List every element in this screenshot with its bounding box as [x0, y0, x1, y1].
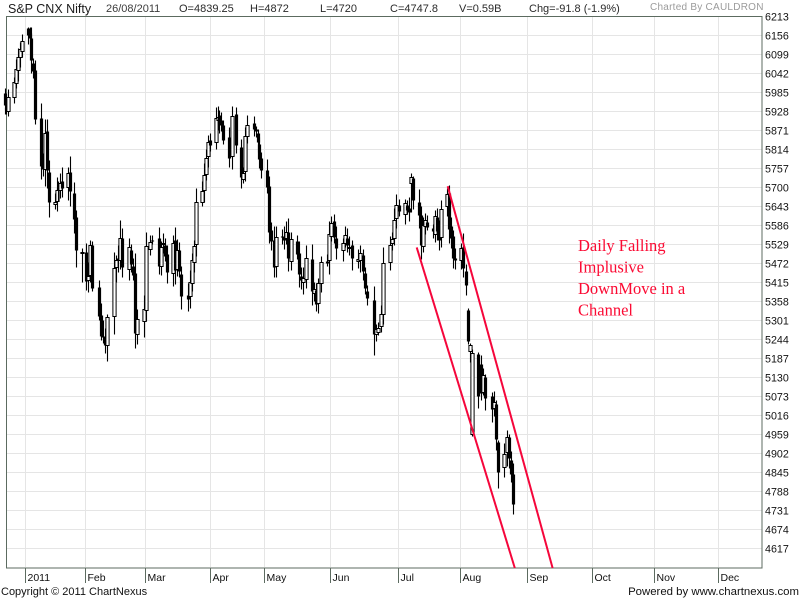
svg-text:Jul: Jul — [401, 572, 414, 584]
svg-text:6042: 6042 — [765, 69, 789, 81]
svg-text:5757: 5757 — [765, 164, 789, 176]
svg-text:4788: 4788 — [765, 487, 789, 499]
svg-text:2011: 2011 — [28, 572, 51, 584]
svg-text:Apr: Apr — [213, 572, 230, 584]
svg-text:5301: 5301 — [765, 316, 789, 328]
svg-text:5073: 5073 — [765, 392, 789, 404]
svg-text:May: May — [267, 572, 288, 584]
svg-text:5187: 5187 — [765, 354, 789, 366]
svg-text:Dec: Dec — [721, 572, 740, 584]
svg-text:6213: 6213 — [765, 12, 789, 24]
svg-text:4902: 4902 — [765, 449, 789, 461]
svg-text:Mar: Mar — [148, 572, 167, 584]
svg-text:4674: 4674 — [765, 525, 789, 537]
svg-text:4731: 4731 — [765, 506, 789, 518]
svg-text:6099: 6099 — [765, 50, 789, 62]
svg-text:6156: 6156 — [765, 31, 789, 43]
svg-text:5472: 5472 — [765, 259, 789, 271]
svg-text:DownMove in a: DownMove in a — [578, 279, 686, 298]
svg-text:5586: 5586 — [765, 221, 789, 233]
svg-text:5415: 5415 — [765, 278, 789, 290]
svg-text:5814: 5814 — [765, 145, 789, 157]
svg-text:5130: 5130 — [765, 373, 789, 385]
svg-text:5643: 5643 — [765, 202, 789, 214]
svg-text:Nov: Nov — [657, 572, 676, 584]
svg-text:5244: 5244 — [765, 335, 789, 347]
svg-text:5985: 5985 — [765, 88, 789, 100]
svg-text:5358: 5358 — [765, 297, 789, 309]
svg-text:5016: 5016 — [765, 411, 789, 423]
svg-text:Sep: Sep — [530, 572, 549, 584]
svg-text:5871: 5871 — [765, 126, 789, 138]
svg-text:Jun: Jun — [333, 572, 350, 584]
svg-text:Aug: Aug — [463, 572, 482, 584]
svg-text:5700: 5700 — [765, 183, 789, 195]
svg-text:Implusive: Implusive — [578, 258, 644, 277]
svg-text:Channel: Channel — [578, 301, 633, 320]
svg-text:5529: 5529 — [765, 240, 789, 252]
svg-text:5928: 5928 — [765, 107, 789, 119]
svg-text:Feb: Feb — [88, 572, 106, 584]
svg-text:4959: 4959 — [765, 430, 789, 442]
svg-text:Oct: Oct — [595, 572, 611, 584]
svg-text:4845: 4845 — [765, 468, 789, 480]
svg-text:4617: 4617 — [765, 544, 789, 556]
svg-text:Daily Falling: Daily Falling — [578, 236, 666, 255]
